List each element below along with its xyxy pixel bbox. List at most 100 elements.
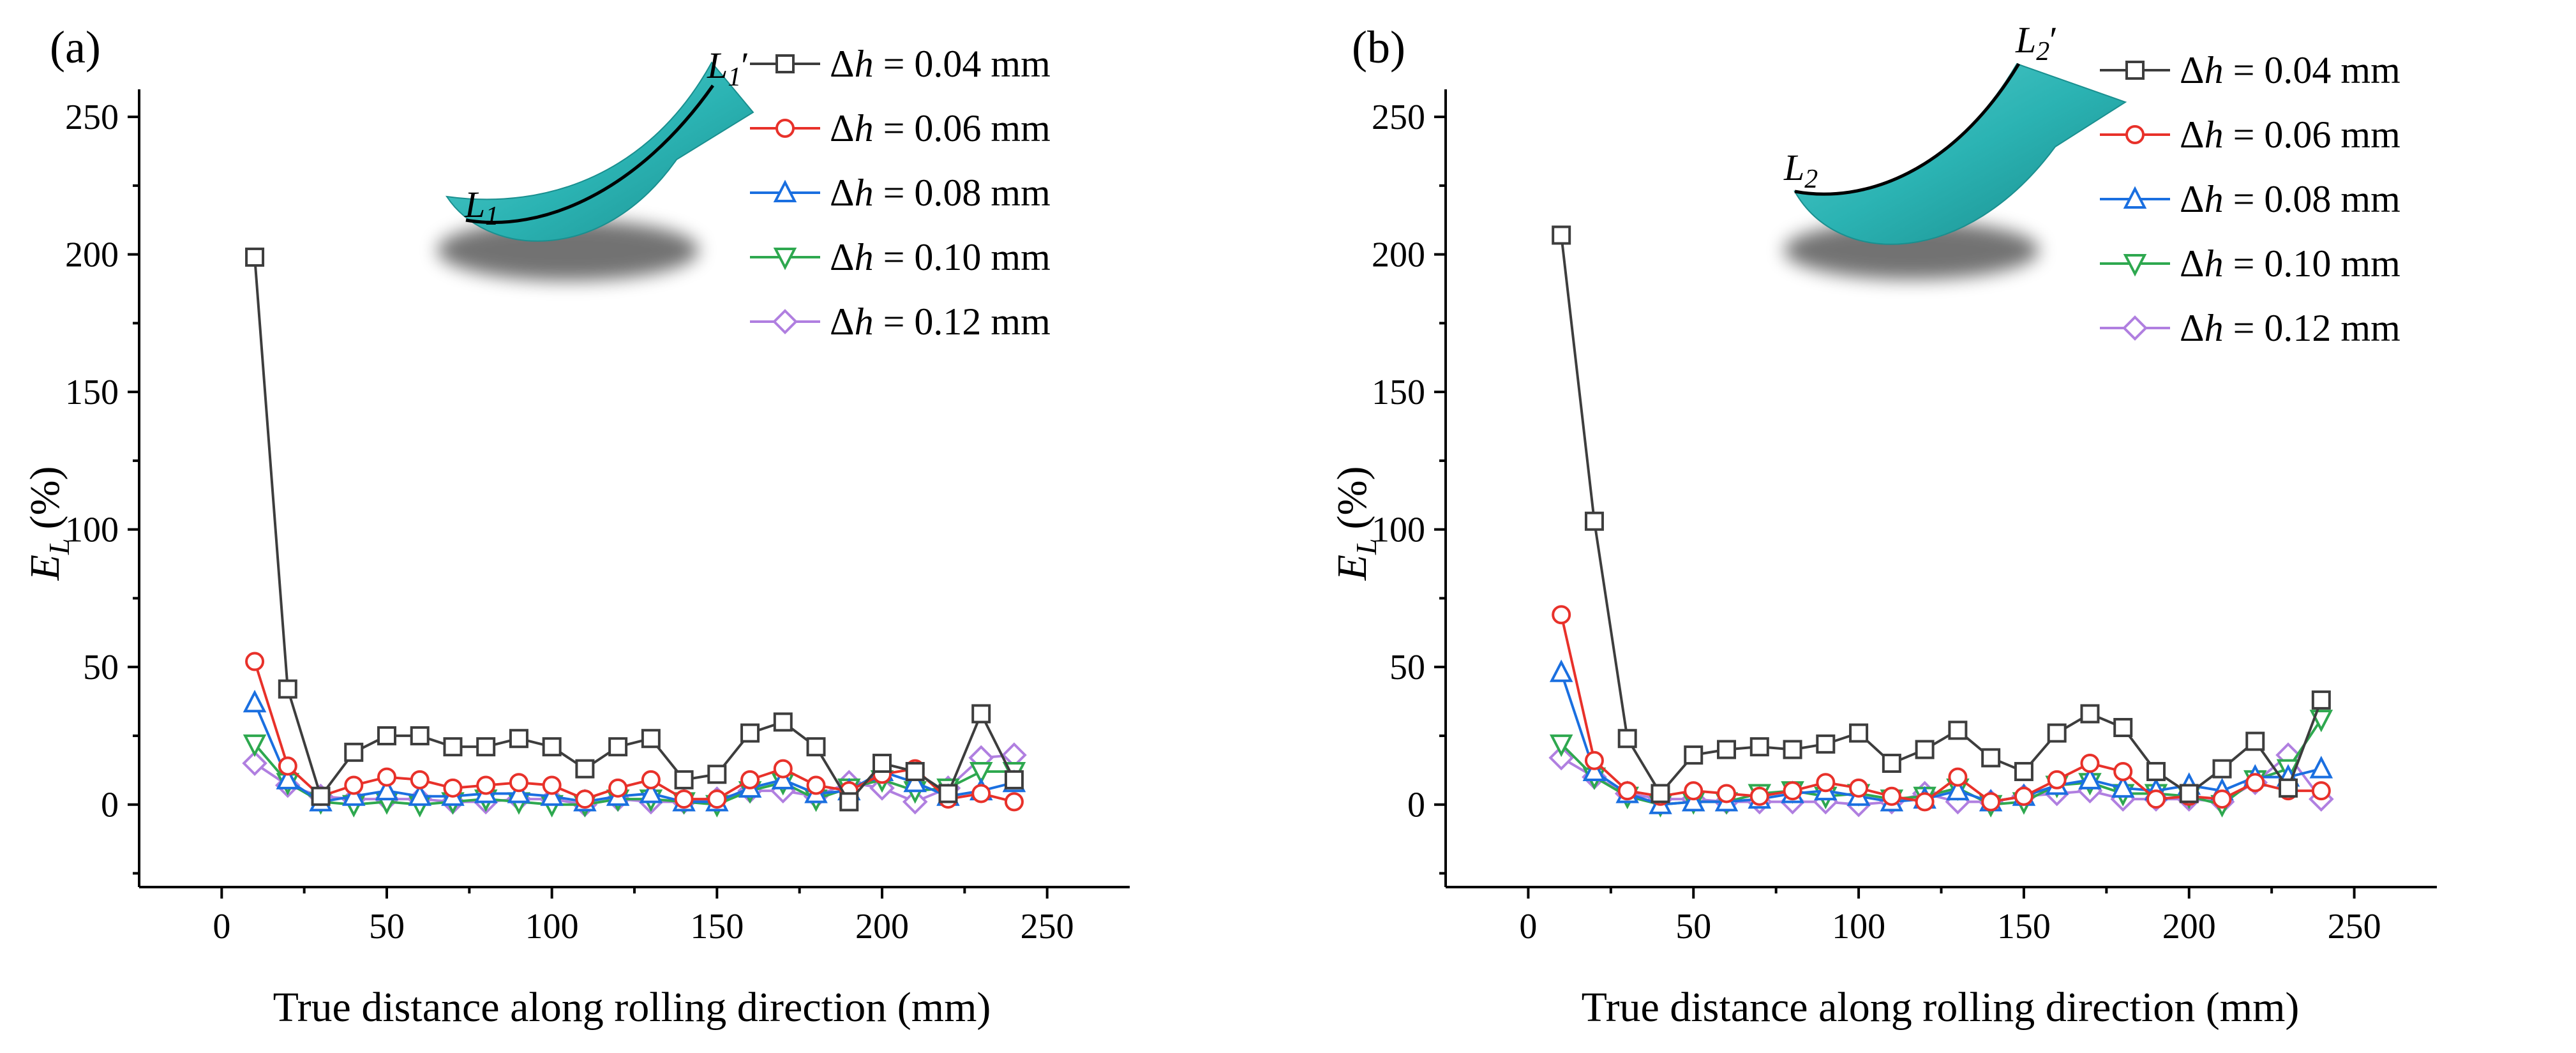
x-axis-ticks: 0 50 100 150 200 250 — [213, 887, 1074, 946]
data-point — [1684, 781, 1704, 801]
data-point — [476, 737, 496, 757]
data-point — [1584, 511, 1604, 531]
x-tick-label: 100 — [1832, 907, 1885, 946]
data-point — [1617, 781, 1637, 801]
data-point — [1552, 605, 1571, 625]
legend-item: Δh = 0.10 mm — [750, 236, 1051, 278]
legend-item: Δh = 0.12 mm — [750, 301, 1051, 343]
data-point — [1981, 792, 2001, 812]
legend-marker — [2123, 186, 2147, 209]
data-point — [443, 737, 463, 757]
legend-label: Δh = 0.04 mm — [830, 43, 1051, 85]
data-point — [1582, 758, 1606, 781]
data-point — [839, 792, 859, 812]
legend-text: = 0.06 mm — [2224, 114, 2400, 156]
data-point — [1783, 781, 1802, 801]
data-point — [2146, 789, 2166, 809]
data-point — [641, 770, 661, 789]
legend-item: Δh = 0.10 mm — [2100, 243, 2400, 285]
x-axis-title: True distance along rolling direction (m… — [273, 984, 991, 1031]
data-point — [242, 751, 267, 776]
y-tick-label: 0 — [1407, 786, 1425, 825]
legend-text: = 0.10 mm — [2224, 243, 2400, 285]
data-point — [344, 775, 364, 795]
data-point — [2212, 759, 2232, 779]
data-point — [243, 689, 267, 713]
data-point — [806, 775, 826, 795]
legend-symbol-h: h — [855, 236, 874, 278]
x-tick-label: 50 — [1675, 907, 1711, 946]
legend-label: Δh = 0.10 mm — [2180, 243, 2400, 285]
data-point — [2080, 704, 2100, 724]
data-point — [2212, 789, 2232, 809]
y-tick-label: 150 — [1372, 373, 1425, 412]
legend-symbol-h: h — [855, 43, 874, 85]
x-axis-ticks: 0 50 100 150 200 250 — [1519, 887, 2381, 946]
data-point — [903, 769, 927, 793]
panel-label: (b) — [1352, 22, 1405, 73]
legend-marker — [773, 248, 797, 271]
legend-symbol-h: h — [2205, 49, 2224, 91]
legend-item: Δh = 0.06 mm — [2100, 114, 2400, 156]
data-point — [806, 737, 826, 757]
legend-label: Δh = 0.04 mm — [2180, 49, 2400, 91]
data-point — [341, 783, 366, 806]
data-point — [938, 784, 958, 803]
data-point — [1948, 767, 1968, 787]
data-point — [1717, 740, 1737, 759]
inset-label-l2-prime: L2′ — [2015, 19, 2058, 66]
data-point — [707, 765, 727, 784]
data-point — [278, 756, 297, 776]
data-point — [971, 784, 991, 803]
data-point — [1584, 751, 1604, 770]
data-point — [1948, 721, 1968, 740]
legend-symbol: Δ — [2180, 178, 2205, 220]
legend-text: = 0.06 mm — [874, 107, 1051, 149]
data-point — [905, 761, 925, 781]
legend-text: = 0.08 mm — [874, 172, 1051, 214]
data-point — [476, 775, 496, 795]
data-point — [2014, 786, 2033, 806]
data-point — [1849, 723, 1869, 743]
data-point — [2078, 766, 2102, 789]
data-point — [740, 770, 760, 789]
series-line — [253, 661, 1015, 803]
data-point — [1915, 792, 1935, 812]
data-point — [2113, 718, 2133, 737]
series-s004 — [1552, 225, 2331, 803]
data-point — [771, 766, 795, 789]
data-point — [377, 767, 396, 787]
legend-item: Δh = 0.08 mm — [2100, 178, 2400, 220]
legend-item: Δh = 0.08 mm — [750, 172, 1051, 214]
legend-symbol: Δ — [830, 172, 855, 214]
y-axis-title-subscript: L — [43, 539, 75, 556]
surface-inset: L1 L1′ — [437, 45, 754, 281]
y-axis-ticks: 0 50 100 150 200 250 — [1372, 98, 1446, 875]
data-point — [1549, 734, 1573, 758]
data-point — [1749, 737, 1769, 757]
series-line — [1560, 614, 2321, 803]
data-point — [1946, 777, 1970, 801]
legend-marker — [773, 179, 797, 202]
data-point — [1816, 773, 1836, 793]
data-point — [344, 742, 364, 762]
data-point — [1681, 789, 1705, 812]
data-point — [575, 759, 595, 779]
y-tick-label: 0 — [101, 786, 119, 825]
legend-marker — [2123, 254, 2147, 277]
x-axis-title: True distance along rolling direction (m… — [1582, 984, 2300, 1031]
y-tick-label: 200 — [65, 235, 119, 275]
x-tick-label: 150 — [690, 907, 744, 946]
data-point — [2014, 761, 2033, 781]
data-point — [1004, 770, 1024, 789]
data-point — [1981, 748, 2001, 768]
legend-symbol: Δ — [830, 236, 855, 278]
data-point — [2245, 731, 2265, 751]
surface-shape — [1793, 63, 2127, 245]
data-point — [1816, 734, 1836, 754]
data-point — [2311, 781, 2331, 801]
data-point — [2047, 723, 2067, 743]
data-point — [311, 786, 331, 806]
legend-symbol-h: h — [2205, 243, 2224, 285]
